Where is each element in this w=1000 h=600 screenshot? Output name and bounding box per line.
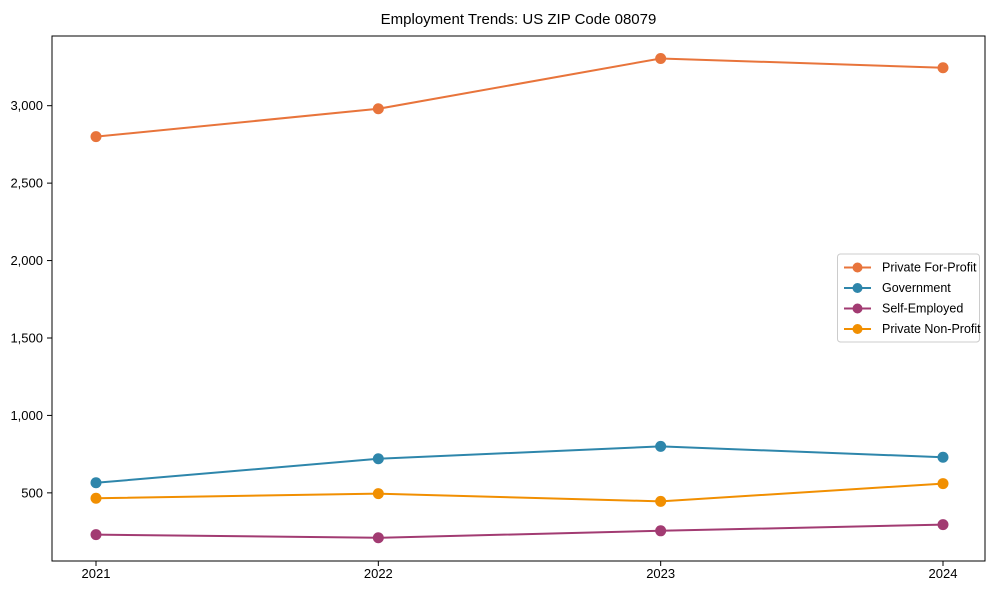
plot-border bbox=[51, 35, 986, 562]
legend-item-government: Government bbox=[844, 281, 951, 295]
series-private-non-profit bbox=[90, 478, 949, 507]
legend: Private For-Profit Government Self-Employe… bbox=[837, 253, 981, 343]
legend-label: Private Non-Profit bbox=[882, 322, 981, 336]
series-line-government bbox=[95, 445, 944, 484]
x-tick-label: 2024 bbox=[929, 566, 958, 581]
marker-private-non-profit-2023 bbox=[655, 495, 667, 507]
series-line-self-employed bbox=[95, 523, 944, 539]
marker-government-2023 bbox=[655, 440, 667, 452]
legend-marker-icon bbox=[852, 283, 863, 293]
marker-government-2022 bbox=[372, 453, 384, 465]
marker-private-non-profit-2021 bbox=[90, 492, 102, 504]
y-tick-label: 3,000 bbox=[10, 98, 43, 113]
x-tick-label: 2021 bbox=[82, 566, 111, 581]
series-private-for-profit bbox=[90, 52, 949, 143]
legend-box bbox=[837, 253, 980, 343]
series-line-private-for-profit bbox=[95, 57, 944, 138]
y-tick-label: 1,000 bbox=[10, 408, 43, 423]
y-tick-label: 1,500 bbox=[10, 330, 43, 345]
marker-private-non-profit-2024 bbox=[937, 478, 949, 490]
series-line-private-non-profit bbox=[95, 482, 944, 503]
x-tick-label: 2022 bbox=[364, 566, 393, 581]
marker-self-employed-2023 bbox=[655, 525, 667, 537]
y-tick-label: 500 bbox=[21, 485, 43, 500]
legend-item-private-non-profit: Private Non-Profit bbox=[844, 322, 981, 336]
legend-marker-icon bbox=[852, 303, 863, 314]
x-tick-label: 2023 bbox=[646, 566, 675, 581]
legend-item-self-employed: Self-Employed bbox=[844, 302, 963, 316]
marker-government-2021 bbox=[90, 477, 102, 489]
marker-private-for-profit-2023 bbox=[655, 52, 667, 64]
series-self-employed bbox=[90, 519, 949, 544]
marker-self-employed-2022 bbox=[372, 532, 384, 544]
marker-government-2024 bbox=[937, 451, 949, 463]
marker-private-for-profit-2022 bbox=[372, 103, 384, 115]
legend-marker-icon bbox=[852, 262, 863, 273]
legend-marker-icon bbox=[852, 324, 863, 334]
legend-label: Self-Employed bbox=[882, 302, 963, 316]
legend-label: Government bbox=[882, 281, 951, 295]
marker-private-non-profit-2022 bbox=[372, 488, 384, 500]
marker-self-employed-2021 bbox=[90, 529, 102, 541]
series-government bbox=[90, 440, 949, 489]
marker-private-for-profit-2021 bbox=[90, 131, 102, 143]
marker-private-for-profit-2024 bbox=[937, 62, 949, 74]
legend-item-private-for-profit: Private For-Profit bbox=[844, 261, 977, 275]
chart-title: Employment Trends: US ZIP Code 08079 bbox=[380, 11, 657, 28]
y-tick-label: 2,000 bbox=[10, 253, 43, 268]
y-tick-label: 2,500 bbox=[10, 176, 43, 191]
marker-self-employed-2024 bbox=[937, 519, 949, 531]
legend-label: Private For-Profit bbox=[882, 261, 977, 275]
